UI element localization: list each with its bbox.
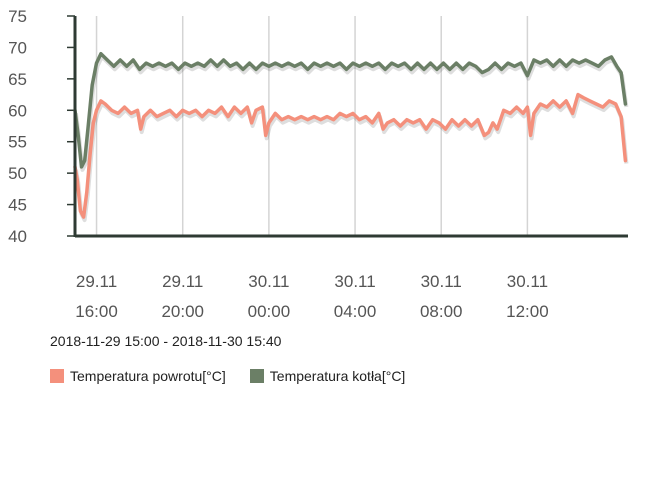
x-tick-time-4: 08:00 — [420, 302, 463, 321]
x-tick-date-5: 30.11 — [507, 272, 548, 291]
x-tick-date-4: 30.11 — [421, 272, 462, 291]
legend-swatch-return-temp — [50, 369, 64, 383]
x-tick-date-3: 30.11 — [334, 272, 375, 291]
chart-legend: Temperatura powrotu[°C] Temperatura kotł… — [50, 368, 429, 384]
legend-label-return-temp: Temperatura powrotu[°C] — [70, 368, 226, 384]
x-tick-time-3: 04:00 — [334, 302, 377, 321]
x-tick-time-0: 16:00 — [75, 302, 118, 321]
legend-swatch-boiler-temp — [249, 369, 264, 383]
date-range-label: 2018-11-29 15:00 - 2018-11-30 15:40 — [50, 333, 282, 349]
legend-label-boiler-temp: Temperatura kotła[°C] — [269, 368, 406, 384]
y-axis-ticks: 40 45 50 55 60 65 70 75 — [8, 7, 75, 246]
legend-item-boiler-temp[interactable]: Temperatura kotła[°C] — [249, 368, 406, 384]
y-tick-label-3: 55 — [8, 133, 27, 152]
x-tick-date-0: 29.11 — [76, 272, 117, 291]
series-line-0 — [73, 92, 628, 219]
y-tick-label-2: 50 — [8, 164, 27, 183]
x-tick-date-2: 30.11 — [248, 272, 289, 291]
y-tick-label-5: 65 — [8, 70, 27, 89]
y-tick-label-1: 45 — [8, 196, 27, 215]
line-chart: 40 45 50 55 60 65 70 75 29.11 16:00 29.11 20:00 30.… — [8, 7, 629, 321]
y-tick-label-6: 70 — [8, 38, 27, 57]
series-line-1 — [73, 51, 628, 169]
x-tick-time-5: 12:00 — [506, 302, 549, 321]
y-tick-label-4: 60 — [8, 101, 27, 120]
y-tick-label-7: 75 — [8, 7, 27, 26]
legend-item-return-temp[interactable]: Temperatura powrotu[°C] — [50, 368, 226, 384]
x-tick-time-2: 00:00 — [248, 302, 291, 321]
x-axis-ticks: 29.11 16:00 29.11 20:00 30.11 00:00 30.11 04:00… — [75, 272, 548, 321]
x-tick-time-1: 20:00 — [161, 302, 204, 321]
x-tick-date-1: 29.11 — [162, 272, 203, 291]
series-lines — [73, 51, 629, 223]
y-tick-label-0: 40 — [8, 227, 27, 246]
